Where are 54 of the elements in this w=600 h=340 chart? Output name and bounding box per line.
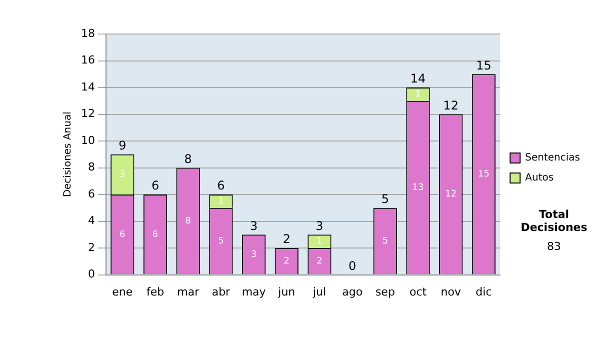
- y-tick-label: 10: [80, 134, 95, 147]
- data-label: 3: [120, 170, 126, 180]
- data-label: 2: [316, 256, 322, 267]
- y-tick-label: 0: [88, 268, 95, 281]
- x-tick-label: feb: [146, 285, 164, 298]
- x-tick-label: jul: [312, 285, 326, 298]
- data-label: 15: [478, 170, 490, 180]
- data-label: 3: [250, 250, 257, 260]
- data-label: 2: [284, 256, 290, 267]
- total-label: 3: [250, 218, 258, 233]
- y-tick-label: 18: [80, 26, 95, 40]
- y-tick-label: 4: [88, 214, 95, 228]
- total-label: 2: [282, 232, 290, 246]
- y-tick-label: 8: [88, 160, 95, 174]
- total-label: 6: [217, 178, 225, 193]
- legend-label: Sentencias: [525, 152, 580, 164]
- total-label: 8: [184, 152, 192, 166]
- x-tick-label: jun: [277, 285, 296, 298]
- data-label: 5: [218, 236, 224, 246]
- x-tick-label: sep: [375, 285, 395, 298]
- x-tick-label: ago: [342, 285, 363, 298]
- data-label: 1: [316, 236, 322, 247]
- total-label: 9: [118, 138, 126, 153]
- data-label: 1: [415, 90, 421, 100]
- x-tick-label: mar: [177, 285, 200, 298]
- x-tick-label: ene: [112, 285, 133, 298]
- data-label: 6: [152, 230, 158, 240]
- total-label: 3: [316, 218, 324, 233]
- y-tick-label: 16: [80, 54, 95, 67]
- x-tick-label: may: [242, 285, 266, 298]
- x-tick-label: abr: [212, 285, 231, 298]
- total-label: 12: [443, 98, 459, 112]
- y-axis-title: Decisiones Anual: [62, 112, 74, 198]
- data-label: 8: [185, 216, 192, 226]
- total-label: 6: [151, 178, 160, 193]
- text: Total Decisiones: [520, 208, 588, 234]
- y-tick-label: 6: [88, 187, 95, 200]
- y-tick-label: 12: [80, 107, 95, 120]
- total-label: 0: [348, 258, 356, 273]
- x-tick-label: oct: [409, 285, 428, 298]
- total-label: 5: [381, 192, 389, 206]
- data-label: 13: [412, 182, 424, 193]
- y-tick-label: 2: [88, 240, 95, 254]
- legend-label: Autos: [525, 172, 554, 184]
- data-label: 5: [382, 236, 388, 246]
- total-label: 15: [476, 58, 492, 72]
- y-tick-label: 14: [80, 80, 95, 94]
- x-tick-label: nov: [440, 285, 462, 298]
- data-label: 6: [120, 230, 126, 240]
- data-label: 1: [218, 196, 224, 207]
- x-tick-label: dic: [476, 285, 492, 298]
- data-label: 12: [445, 190, 457, 200]
- text: 83: [546, 240, 562, 253]
- total-label: 14: [410, 72, 426, 86]
